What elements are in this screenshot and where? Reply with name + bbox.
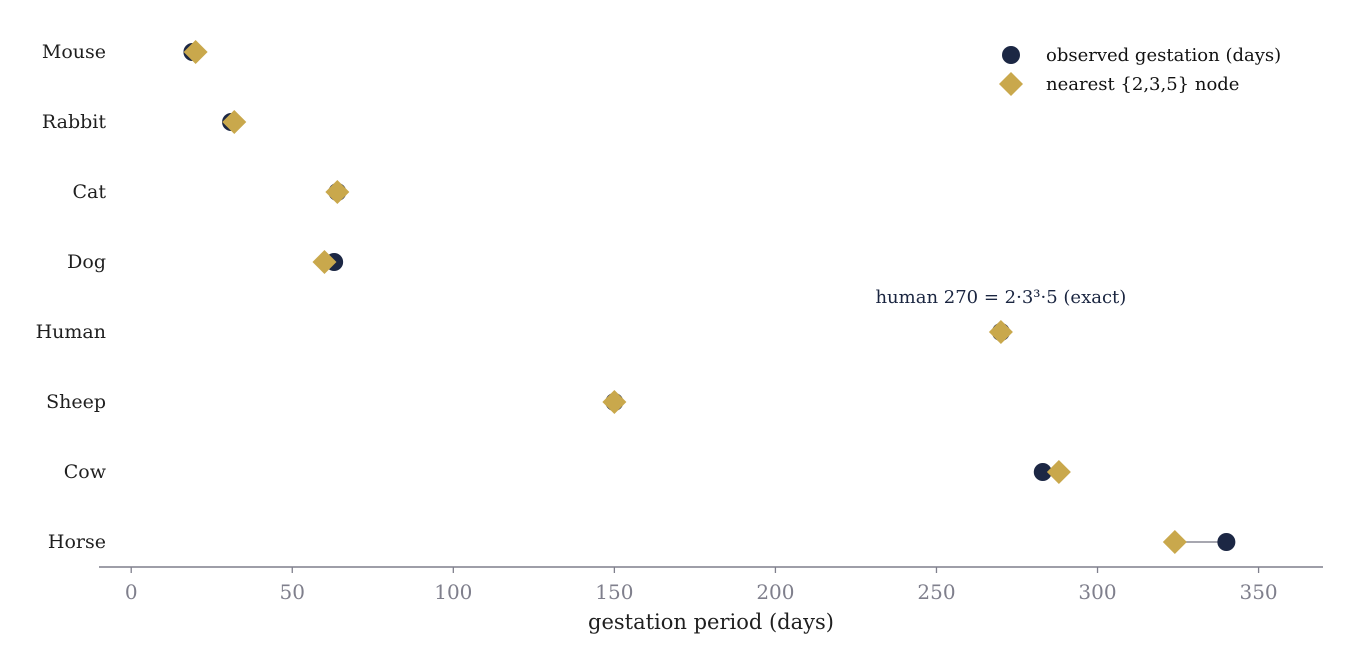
- category-labels: Mouse Rabbit Cat Dog Human Sheep Cow Horse: [36, 41, 107, 553]
- x-tick-label-300: 300: [1078, 580, 1116, 604]
- legend-label-node: nearest {2,3,5} node: [1046, 74, 1239, 95]
- category-label-cow: Cow: [64, 461, 107, 483]
- category-label-mouse: Mouse: [42, 41, 106, 63]
- node-point-mouse: [183, 40, 208, 64]
- legend: observed gestation (days) nearest {2,3,5…: [999, 45, 1281, 96]
- node-point-sheep: [602, 390, 627, 414]
- x-tick-label-50: 50: [280, 580, 305, 604]
- legend-swatch-observed: [1002, 46, 1020, 64]
- x-tick-label-150: 150: [595, 580, 633, 604]
- x-tick-label-0: 0: [125, 580, 138, 604]
- node-point-cat: [325, 180, 350, 204]
- annotation-human: human 270 = 2·3³·5 (exact): [875, 287, 1126, 308]
- x-tick-label-250: 250: [917, 580, 955, 604]
- x-tick-label-100: 100: [434, 580, 472, 604]
- x-axis: 0 50 100 150 200 250 300 350: [99, 566, 1323, 604]
- node-point-rabbit: [222, 110, 247, 134]
- node-point-human: [988, 320, 1013, 344]
- category-label-cat: Cat: [72, 181, 106, 203]
- x-tick-label-200: 200: [756, 580, 794, 604]
- category-label-dog: Dog: [67, 251, 106, 273]
- legend-swatch-node: [999, 72, 1023, 96]
- x-axis-title: gestation period (days): [588, 610, 834, 634]
- x-tick-label-350: 350: [1239, 580, 1277, 604]
- node-point-horse: [1162, 530, 1187, 554]
- observed-point-cow: [1033, 463, 1052, 481]
- category-label-human: Human: [36, 321, 106, 343]
- category-label-sheep: Sheep: [46, 391, 106, 413]
- category-label-horse: Horse: [48, 531, 106, 553]
- legend-label-observed: observed gestation (days): [1046, 45, 1281, 66]
- observed-point-horse: [1217, 533, 1236, 551]
- node-point-cow: [1046, 460, 1071, 484]
- node-markers: [183, 40, 1187, 554]
- category-label-rabbit: Rabbit: [42, 111, 106, 133]
- node-point-dog: [312, 250, 337, 274]
